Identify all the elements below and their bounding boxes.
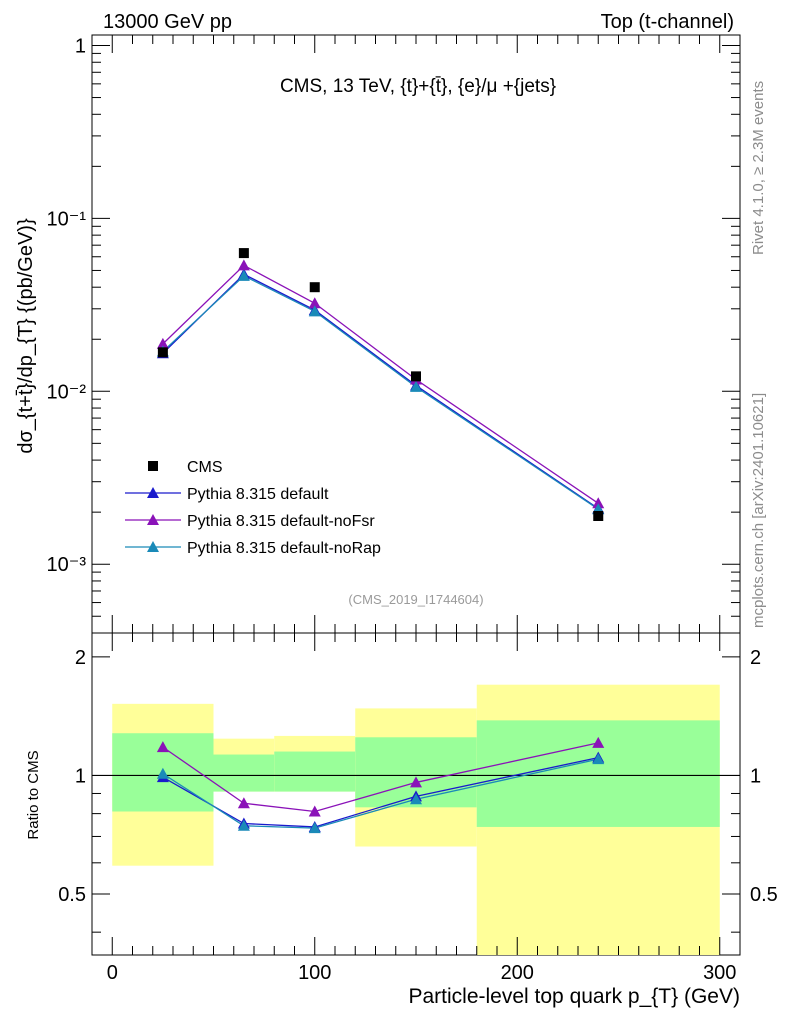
- y-tick-label: 10⁻³: [47, 554, 87, 576]
- ratio-point-1: [592, 736, 605, 748]
- legend-marker-data: [148, 461, 158, 471]
- main-point-3: [237, 269, 250, 281]
- x-axis-label: Particle-level top quark p_{T} (GeV): [409, 985, 741, 1008]
- main-point-2: [237, 259, 250, 271]
- data-point: [157, 347, 168, 358]
- main-point-2: [308, 297, 321, 309]
- band-inner: [213, 754, 275, 792]
- y-tick-label: 10⁻¹: [47, 208, 87, 230]
- ratio-point-1: [410, 776, 422, 788]
- ratio-point-2: [592, 753, 605, 765]
- main-line-3: [162, 275, 599, 510]
- data-point: [309, 282, 320, 293]
- header-left: 13000 GeV pp: [103, 11, 232, 33]
- ratio-y-tick-label-right: 1: [750, 765, 761, 787]
- y-tick-label: 1: [75, 35, 86, 57]
- band-inner: [476, 720, 720, 827]
- ratio-ylabel: Ratio to CMS: [25, 750, 42, 839]
- main-ticks: 10⁻³ 10⁻² 10⁻¹ 1: [47, 35, 740, 634]
- main-point-3: [308, 305, 321, 317]
- legend-marker: [147, 487, 159, 498]
- x-tick-label: 200: [501, 962, 534, 984]
- x-tick-label: 100: [298, 962, 331, 984]
- legend: CMS Pythia 8.315 default Pythia 8.315 defa…: [125, 459, 381, 557]
- rivet-label: Rivet 4.1.0, ≥ 2.3M events: [750, 81, 767, 255]
- legend-label: Pythia 8.315 default-noRap: [187, 540, 381, 557]
- x-tick-label: 300: [703, 962, 736, 984]
- main-line-2: [162, 264, 599, 504]
- main-series: [156, 248, 605, 521]
- ratio-y-tick-label-left: 1: [75, 765, 86, 787]
- ratio-y-tick-label-left: 2: [75, 647, 86, 669]
- ratio-y-tick-label-left: 0.5: [58, 884, 86, 906]
- ratio-series: [156, 736, 605, 834]
- x-tick-label: 0: [107, 962, 118, 984]
- ratio-bands: [92, 684, 740, 955]
- main-point-2: [156, 337, 169, 349]
- main-title: CMS, 13 TeV, {t}+{t̄}, {e}/μ +{jets}: [280, 76, 556, 97]
- legend-label: Pythia 8.315 default: [187, 486, 329, 503]
- ratio-point-1: [156, 741, 169, 753]
- ratio-point-2: [156, 767, 169, 779]
- band-inner: [274, 751, 356, 792]
- ratio-panel: 0.5 0.5 1 1 2 2 0 100 200 300 Ratio to CMS Partic…: [25, 632, 778, 1008]
- ratio-y-tick-label-right: 2: [750, 647, 761, 669]
- data-point: [238, 248, 249, 259]
- main-panel: 10⁻³ 10⁻² 10⁻¹ 1 CMS, 13 TeV, {t}+{t̄}, {e}…: [15, 34, 741, 634]
- mcplots-label: mcplots.cern.ch [arXiv:2401.10621]: [750, 393, 767, 628]
- ratio-point-1: [308, 805, 321, 817]
- main-point-3: [410, 380, 422, 392]
- analysis-tag: (CMS_2019_I1744604): [348, 592, 483, 607]
- legend-marker: [147, 514, 159, 525]
- ratio-point-2: [237, 819, 250, 831]
- data-point: [593, 510, 604, 521]
- main-point-2: [592, 497, 605, 509]
- y-tick-label: 10⁻²: [47, 381, 87, 403]
- legend-marker: [147, 541, 159, 552]
- legend-label: Pythia 8.315 default-noFsr: [187, 513, 375, 530]
- ratio-point-2: [410, 793, 422, 805]
- ratio-ticks: 0.5 0.5 1 1 2 2 0 100 200 300: [58, 633, 778, 984]
- main-ylabel: dσ_{t+t̄}/dp_{T} {(pb/GeV)}: [15, 218, 37, 454]
- header-right: Top (t-channel): [601, 11, 734, 33]
- ratio-point-2: [308, 822, 321, 834]
- data-point: [411, 371, 421, 382]
- ratio-point-1: [237, 797, 250, 809]
- main-line-1: [162, 273, 599, 510]
- ratio-y-tick-label-right: 0.5: [750, 884, 778, 906]
- legend-label: CMS: [187, 459, 223, 476]
